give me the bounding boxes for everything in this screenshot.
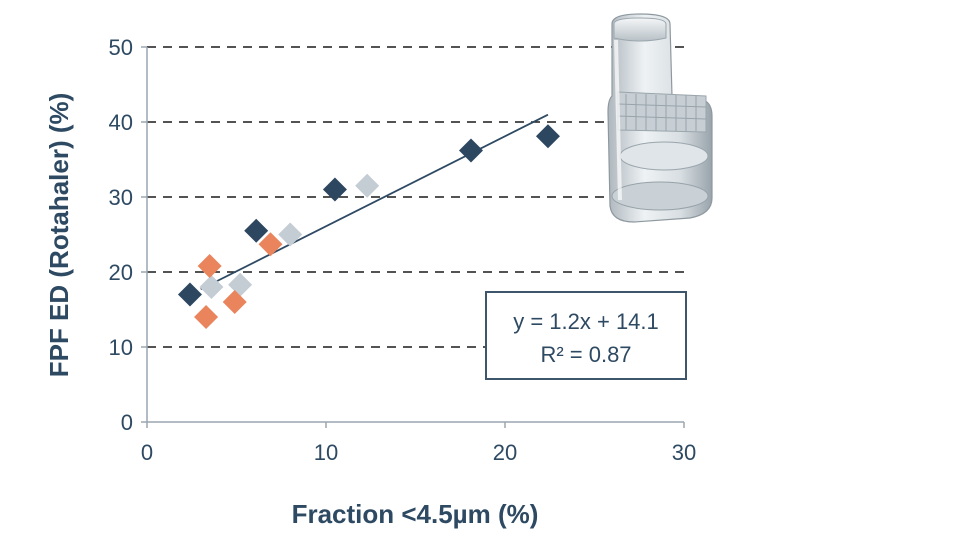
data-point — [322, 177, 347, 202]
y-tick-label: 20 — [109, 260, 133, 285]
equation-box-border — [485, 291, 687, 380]
x-axis-title: Fraction <4.5µm (%) — [292, 499, 539, 529]
data-points — [177, 124, 560, 329]
data-point — [458, 138, 483, 163]
data-point — [197, 254, 222, 278]
data-point — [278, 222, 303, 247]
data-point — [177, 282, 202, 307]
data-point — [535, 124, 560, 149]
y-tick-label: 40 — [109, 110, 133, 135]
x-tick-labels: 0 10 20 30 — [141, 440, 696, 465]
y-tick-label: 50 — [109, 35, 133, 60]
trendline-equation: y = 1.2x + 14.1 — [513, 309, 659, 334]
y-axis-title: FPF ED (Rotahaler) (%) — [44, 93, 74, 378]
x-tick-label: 30 — [672, 440, 696, 465]
x-tick-label: 10 — [314, 440, 338, 465]
data-point — [355, 173, 380, 198]
y-tick-label: 10 — [109, 335, 133, 360]
data-point — [244, 218, 269, 243]
data-point — [194, 305, 219, 329]
x-tick-label: 20 — [493, 440, 517, 465]
data-point — [199, 275, 224, 299]
axes — [141, 46, 685, 428]
data-point — [222, 290, 247, 314]
trendline — [200, 113, 549, 291]
y-tick-label: 30 — [109, 185, 133, 210]
equation-box: y = 1.2x + 14.1 R² = 0.87 — [485, 291, 687, 380]
data-point — [258, 232, 283, 257]
y-tick-label: 0 — [121, 410, 133, 435]
x-tick-label: 0 — [141, 440, 153, 465]
trendline-path — [200, 113, 549, 291]
y-tick-labels: 0 10 20 30 40 50 — [109, 35, 133, 435]
r-squared-label: R² = 0.87 — [540, 342, 631, 367]
inhaler-device-icon — [607, 13, 713, 223]
